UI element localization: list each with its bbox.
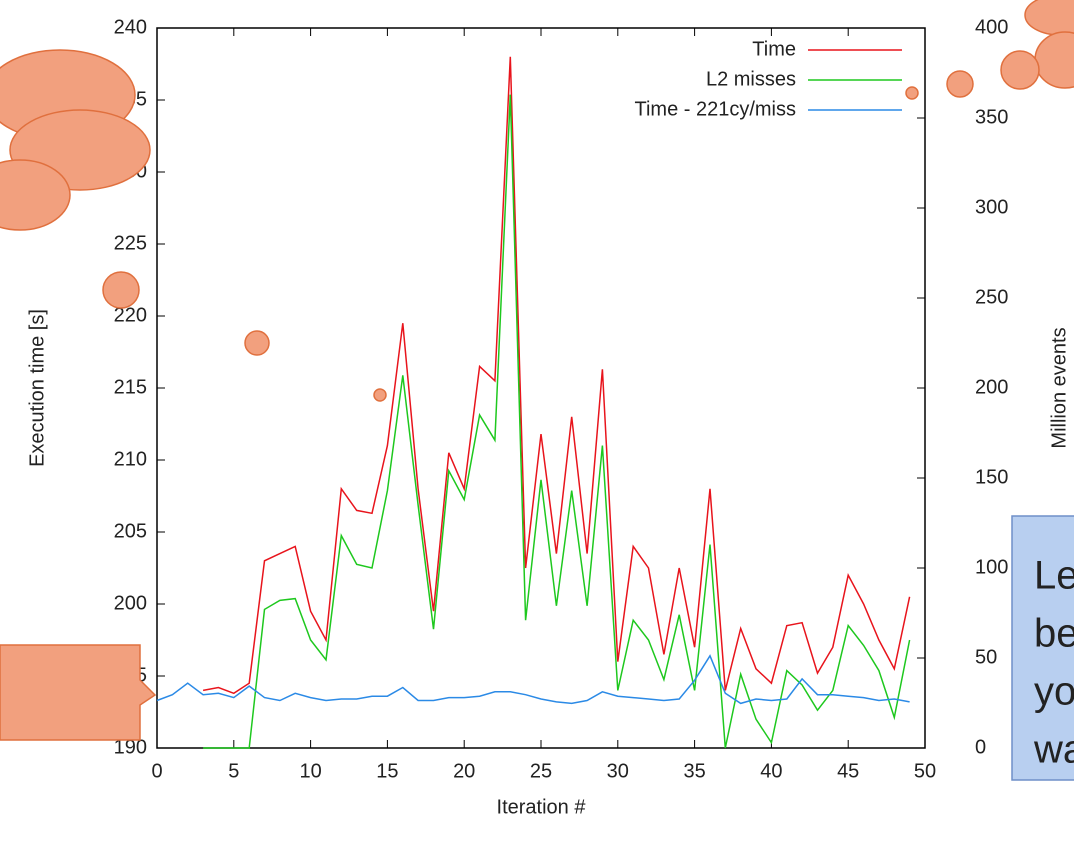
legend-label: Time: [752, 38, 796, 60]
y-tick-label: 215: [114, 376, 147, 398]
x-tick-label: 35: [683, 760, 705, 782]
legend-label: Time - 221cy/miss: [634, 98, 796, 120]
y2-tick-label: 350: [975, 106, 1008, 128]
x-axis-label: Iteration #: [497, 796, 587, 818]
x-tick-label: 50: [914, 760, 936, 782]
y2-tick-label: 250: [975, 286, 1008, 308]
y-tick-label: 200: [114, 592, 147, 614]
x-tick-label: 45: [837, 760, 859, 782]
note-text: yo: [1034, 670, 1074, 714]
x-tick-label: 15: [376, 760, 398, 782]
series-line: [202, 56, 911, 695]
y2-tick-label: 150: [975, 466, 1008, 488]
series-line: [156, 654, 910, 705]
y2-tick-label: 300: [975, 196, 1008, 218]
series-line: [203, 94, 911, 749]
y-tick-label: 190: [114, 736, 147, 758]
text-box: [1011, 515, 1074, 781]
note-text: Le: [1034, 554, 1074, 598]
note-text: wa: [1033, 728, 1074, 772]
plot-frame: [156, 27, 926, 749]
y-tick-label: 225: [114, 232, 147, 254]
y-axis-label: Execution time [s]: [26, 309, 48, 467]
y2-tick-label: 100: [975, 556, 1008, 578]
y2-tick-label: 0: [975, 736, 986, 758]
x-tick-label: 25: [530, 760, 552, 782]
y2-tick-label: 200: [975, 376, 1008, 398]
y-tick-label: 220: [114, 304, 147, 326]
y2-tick-label: 50: [975, 646, 997, 668]
note-text: be: [1034, 612, 1074, 656]
y-tick-label: 240: [114, 16, 147, 38]
y-tick-label: 210: [114, 448, 147, 470]
y2-axis-label: Million events: [1048, 327, 1070, 448]
x-tick-label: 30: [607, 760, 629, 782]
x-tick-label: 10: [299, 760, 321, 782]
y-tick-label: 205: [114, 520, 147, 542]
x-tick-label: 0: [151, 760, 162, 782]
x-tick-label: 40: [760, 760, 782, 782]
y2-tick-label: 400: [975, 16, 1008, 38]
cloud-decoration: [0, 0, 1074, 741]
x-tick-label: 20: [453, 760, 475, 782]
x-tick-label: 5: [228, 760, 239, 782]
plot-border: [156, 27, 926, 749]
legend-label: L2 misses: [706, 68, 796, 90]
